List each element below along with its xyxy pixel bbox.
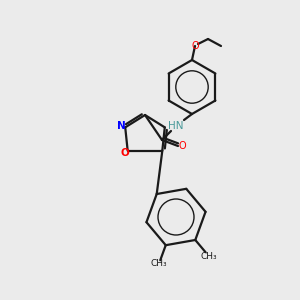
Text: HN: HN bbox=[168, 121, 184, 131]
Text: O: O bbox=[120, 148, 129, 158]
Text: O: O bbox=[178, 141, 186, 151]
Text: N: N bbox=[117, 122, 126, 131]
Text: O: O bbox=[191, 41, 199, 51]
Text: CH₃: CH₃ bbox=[200, 252, 217, 261]
Text: CH₃: CH₃ bbox=[151, 260, 167, 268]
